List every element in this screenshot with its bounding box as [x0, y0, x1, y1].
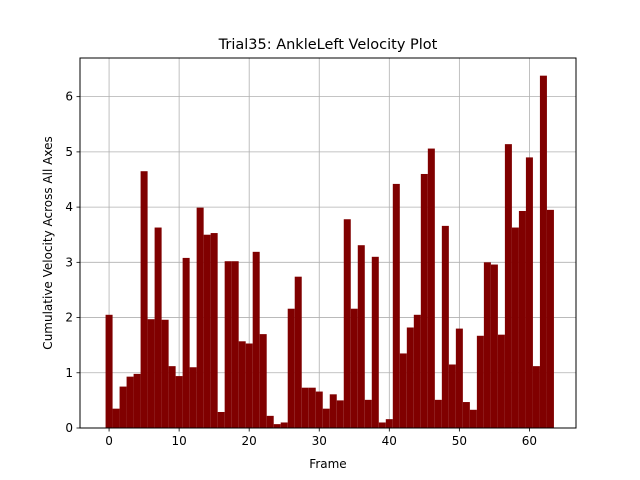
x-axis-label: Frame — [309, 457, 346, 471]
bar — [476, 335, 484, 428]
bar — [546, 209, 554, 428]
bar — [168, 366, 176, 428]
y-tick-label: 6 — [65, 90, 73, 104]
bar — [350, 308, 358, 428]
bar — [252, 251, 260, 428]
bar — [245, 343, 253, 428]
bar — [280, 422, 288, 428]
bar — [483, 262, 491, 428]
bar — [385, 419, 393, 428]
bar — [462, 402, 470, 428]
bar — [525, 157, 533, 428]
plot-frame — [79, 57, 577, 429]
bar — [518, 210, 526, 428]
bar — [364, 399, 372, 428]
x-axis-ticks: 0 10 20 30 40 50 60 — [105, 428, 537, 448]
bar — [399, 353, 407, 428]
bar — [112, 408, 120, 428]
bar — [448, 364, 456, 428]
bar — [504, 144, 512, 429]
bar — [294, 276, 302, 428]
bar — [336, 400, 344, 428]
bar — [217, 411, 225, 428]
x-tick-label: 10 — [171, 434, 186, 448]
y-tick-label: 5 — [65, 145, 73, 159]
bar — [455, 328, 463, 428]
bar — [273, 424, 281, 428]
x-tick-label: 0 — [105, 434, 113, 448]
bar — [301, 387, 309, 428]
bar — [497, 334, 505, 428]
bar — [287, 308, 295, 428]
gridlines — [80, 58, 576, 429]
bar — [441, 225, 449, 428]
y-axis-ticks: 0 1 2 3 4 5 6 — [65, 90, 80, 435]
bar — [210, 233, 218, 428]
bar — [147, 319, 155, 428]
bar — [511, 227, 519, 428]
x-tick-label: 60 — [522, 434, 537, 448]
y-tick-label: 4 — [65, 200, 73, 214]
bar — [539, 75, 547, 429]
bar — [182, 257, 190, 428]
x-tick-label: 20 — [242, 434, 257, 448]
bar — [161, 319, 169, 428]
bar — [308, 387, 316, 428]
bar — [126, 376, 134, 428]
bar — [420, 173, 428, 428]
bar — [238, 341, 246, 428]
bar — [175, 376, 183, 428]
y-tick-label: 1 — [65, 366, 73, 380]
bar-series — [105, 75, 554, 429]
bar — [140, 171, 148, 428]
bar — [329, 394, 337, 428]
bar — [189, 367, 197, 428]
x-tick-label: 40 — [382, 434, 397, 448]
bar — [196, 207, 204, 428]
y-tick-label: 3 — [65, 255, 73, 269]
y-axis-label: Cumulative Velocity Across All Axes — [41, 136, 55, 349]
bar — [490, 264, 498, 428]
bar — [406, 327, 414, 428]
bar — [413, 314, 421, 428]
y-tick-label: 2 — [65, 311, 73, 325]
x-tick-label: 30 — [312, 434, 327, 448]
bar — [259, 334, 267, 428]
bar — [119, 386, 127, 428]
bar — [434, 399, 442, 428]
bar — [154, 227, 162, 428]
bar — [203, 234, 211, 428]
chart-title: Trial35: AnkleLeft Velocity Plot — [218, 37, 438, 53]
bar — [266, 415, 274, 428]
bar — [133, 373, 141, 428]
x-tick-label: 50 — [452, 434, 467, 448]
y-tick-label: 0 — [65, 421, 73, 435]
bar — [427, 148, 435, 428]
bar — [357, 245, 365, 428]
bar — [371, 256, 379, 428]
bar — [105, 314, 113, 428]
bar — [231, 261, 239, 428]
bar — [224, 261, 232, 428]
bar — [469, 409, 477, 428]
bar — [322, 408, 330, 428]
bar — [378, 422, 386, 428]
bar — [392, 183, 400, 428]
bar — [343, 219, 351, 428]
bar — [532, 366, 540, 428]
bar — [315, 391, 323, 428]
